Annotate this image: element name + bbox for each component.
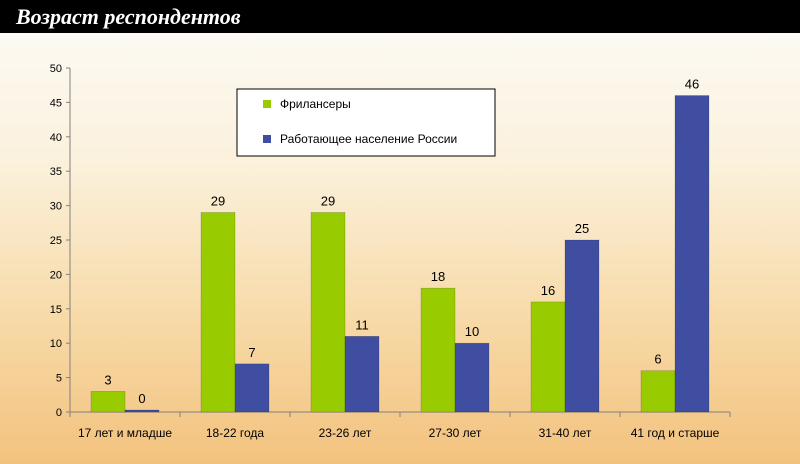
y-tick-label: 0 [56,407,62,419]
y-tick-label: 5 [56,373,62,385]
data-label: 18 [431,269,445,284]
page-title: Возраст респондентов [16,4,241,29]
x-ticks [69,412,731,417]
data-label: 7 [248,345,255,360]
y-tick-label: 30 [50,201,62,213]
bar-freelancers [310,212,346,413]
data-label: 11 [355,317,369,332]
category-label: 27-30 лет [429,426,482,440]
data-label: 25 [575,221,589,236]
title-bar: Возраст респондентов [0,0,800,33]
data-label: 29 [211,193,225,208]
y-tick-label: 50 [50,63,62,75]
bar-working-population [674,95,710,413]
category-label: 18-22 года [206,426,265,440]
data-label: 0 [138,391,145,406]
y-tick-label: 20 [50,269,62,281]
bar-working-population [344,336,380,413]
bar-freelancers [90,391,126,413]
bars [90,95,710,413]
bar-working-population [234,363,270,413]
category-label: 23-26 лет [319,426,372,440]
bar-freelancers [530,301,566,413]
data-label: 29 [321,193,335,208]
y-tick-label: 25 [50,235,62,247]
category-label: 17 лет и младше [78,426,172,440]
y-tick-label: 15 [50,304,62,316]
bar-working-population [564,239,600,413]
data-label: 46 [685,77,699,92]
legend-label-working-population: Работающее население России [280,132,457,146]
legend-swatch-working-population [263,135,271,143]
y-tick-label: 35 [50,166,62,178]
data-label: 3 [104,372,111,387]
y-tick-label: 10 [50,338,62,350]
category-label: 31-40 лет [539,426,592,440]
legend-box [236,88,496,157]
y-ticks: 0 5 10 15 20 25 30 35 40 45 50 [50,63,70,419]
bar-freelancers [200,212,236,413]
category-labels: 17 лет и младше 18-22 года 23-26 лет 27-30 … [78,426,720,440]
value-labels: 3 0 29 7 29 11 18 10 16 25 6 46 [104,77,699,406]
legend-swatch-freelancers [263,100,271,108]
legend: Фрилансеры Работающее население России [236,88,496,157]
legend-label-freelancers: Фрилансеры [280,97,351,111]
y-tick-label: 40 [50,132,62,144]
bar-freelancers [640,370,676,413]
bar-working-population [454,342,490,413]
category-label: 41 год и старше [631,426,720,440]
y-tick-label: 45 [50,97,62,109]
data-label: 6 [654,352,661,367]
data-label: 16 [541,283,555,298]
bar-freelancers [420,287,456,413]
bar-working-population [124,409,160,413]
data-label: 10 [465,324,479,339]
